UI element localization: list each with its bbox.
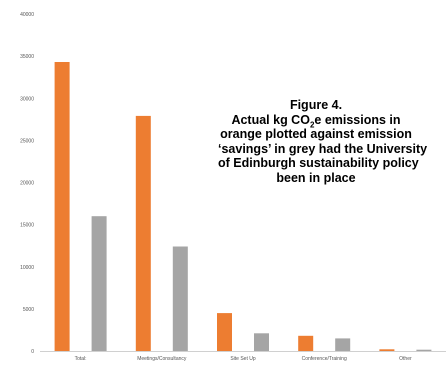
bar-emission-savings xyxy=(416,350,431,351)
y-tick-label: 0 xyxy=(31,349,34,355)
y-tick-label: 10000 xyxy=(20,265,34,271)
bar-emission-savings xyxy=(254,333,269,351)
bar-emission-savings xyxy=(173,247,188,352)
x-axis: Total: Meetings/Consultancy Site Set Up Con… xyxy=(75,356,412,362)
bar-actual-emissions xyxy=(379,349,394,351)
annotation-line-5: of Edinburgh sustainability policy xyxy=(218,156,414,171)
bar-emission-savings xyxy=(335,338,350,351)
y-tick-label: 15000 xyxy=(20,223,34,229)
bar-actual-emissions xyxy=(298,336,313,351)
annotation-line-2-post: e emissions in xyxy=(314,113,400,127)
bar-actual-emissions xyxy=(136,116,151,351)
annotation-line-1: Figure 4. xyxy=(218,98,414,113)
y-tick-label: 5000 xyxy=(23,307,34,313)
x-category-label: Meetings/Consultancy xyxy=(137,356,187,362)
x-category-label: Site Set Up xyxy=(230,356,256,362)
y-tick-label: 20000 xyxy=(20,181,34,187)
annotation-line-2: Actual kg CO2e emissions in xyxy=(218,113,414,128)
annotation-line-6: been in place xyxy=(218,171,414,186)
bar-emission-savings xyxy=(92,216,107,351)
y-tick-label: 35000 xyxy=(20,54,34,60)
y-tick-label: 30000 xyxy=(20,96,34,102)
bar-actual-emissions xyxy=(217,313,232,351)
annotation-line-4: ‘savings’ in grey had the University xyxy=(218,142,414,157)
annotation-line-2-pre: Actual kg CO xyxy=(231,113,310,127)
x-category-label: Total: xyxy=(75,356,87,362)
bar-actual-emissions xyxy=(55,62,70,351)
y-tick-label: 40000 xyxy=(20,12,34,18)
annotation-line-3: orange plotted against emission xyxy=(218,127,414,142)
x-category-label: Other xyxy=(399,356,412,362)
figure-annotation: Figure 4. Actual kg CO2e emissions in or… xyxy=(218,98,414,185)
x-category-label: Conference/Training xyxy=(302,356,347,362)
y-tick-label: 25000 xyxy=(20,138,34,144)
y-axis: 0 5000 10000 15000 20000 25000 30000 35000 40000 xyxy=(20,12,34,355)
